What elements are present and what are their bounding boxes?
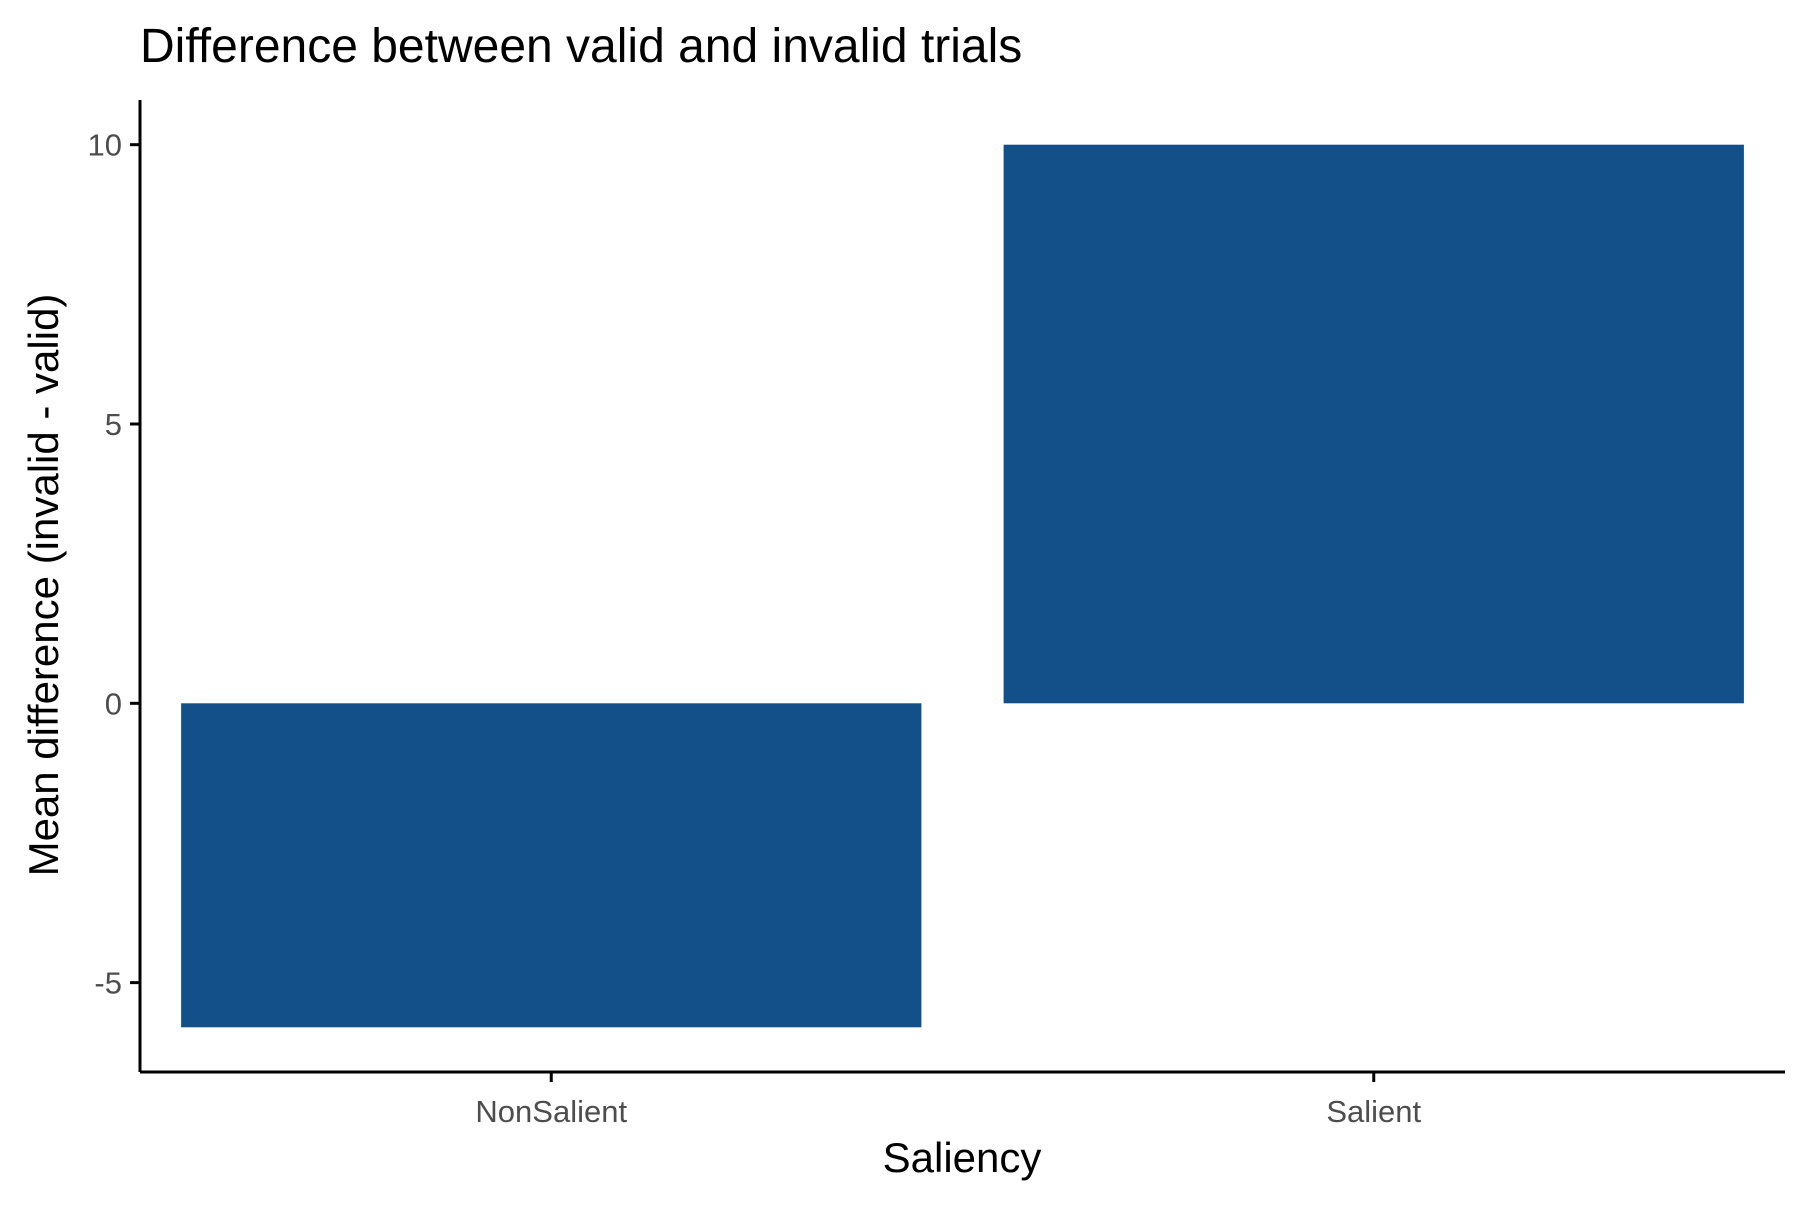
bar-nonsalient: [181, 703, 922, 1028]
x-tick-label: NonSalient: [475, 1094, 627, 1129]
x-axis: NonSalient Salient: [140, 1070, 1785, 1129]
y-axis: -5 0 5 10: [88, 100, 142, 1072]
y-tick-label: -5: [94, 966, 122, 1001]
x-axis-title: Saliency: [883, 1134, 1042, 1181]
chart-title: Difference between valid and invalid tri…: [140, 20, 1022, 73]
bars: [181, 144, 1744, 1028]
y-axis-title: Mean difference (invalid - valid): [20, 294, 67, 877]
y-tick-label: 10: [88, 128, 122, 163]
y-tick-label: 0: [105, 686, 122, 721]
y-tick-label: 5: [105, 407, 122, 442]
bar-salient: [1003, 144, 1744, 704]
x-tick-label: Salient: [1326, 1094, 1421, 1129]
